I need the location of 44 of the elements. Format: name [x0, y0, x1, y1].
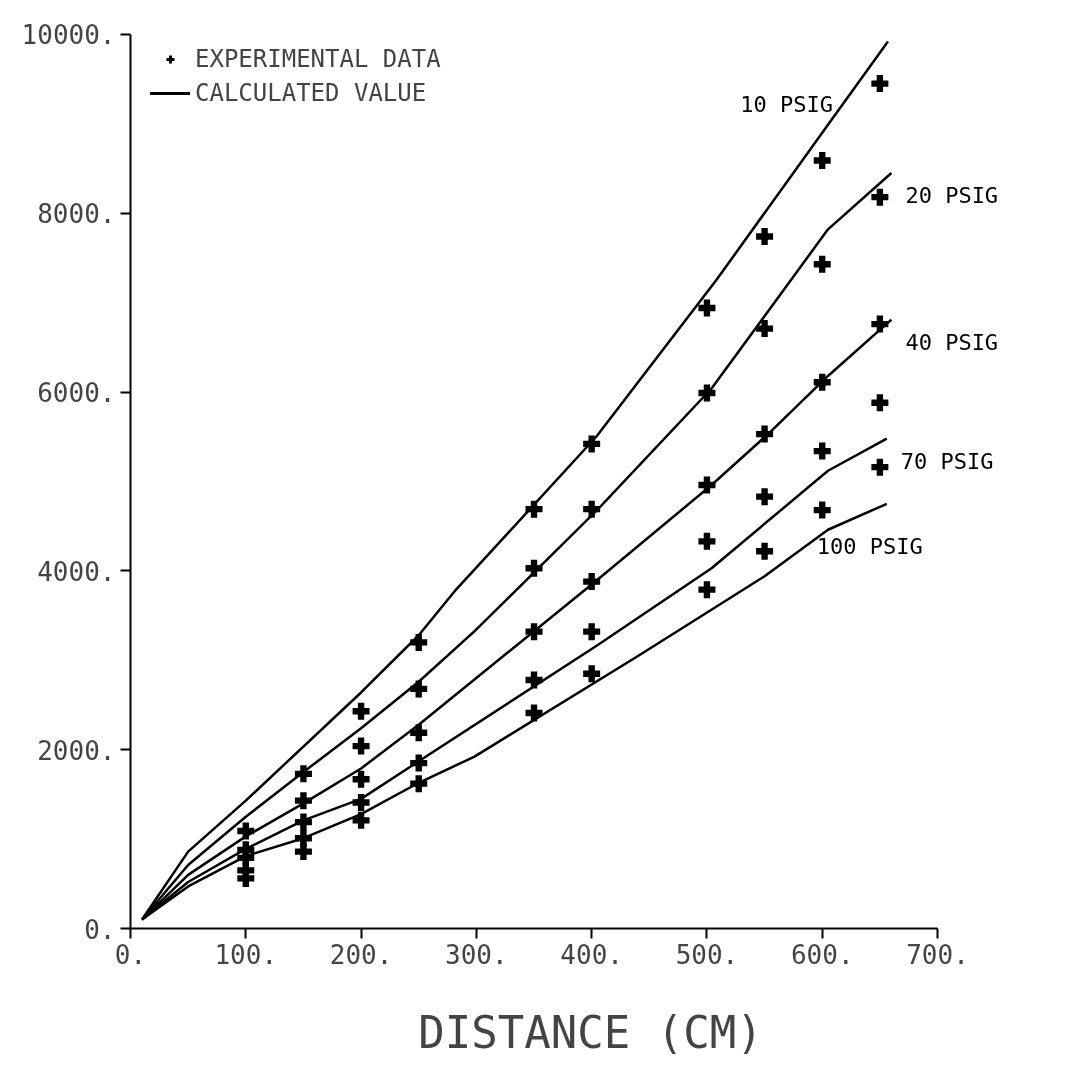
y-tick-label: 8000. [37, 199, 116, 230]
x-tick-label: 200. [329, 939, 393, 970]
point [756, 488, 774, 506]
legend-label: EXPERIMENTAL DATA [195, 45, 441, 73]
series-label: 40 PSIG [905, 329, 999, 355]
y-tick-label: 4000. [37, 556, 116, 587]
point [813, 255, 831, 273]
point [698, 532, 716, 550]
point [813, 152, 831, 169]
point [294, 843, 312, 861]
x-tick-label: 0. [114, 939, 147, 970]
y-tick-label: 2000. [37, 735, 116, 766]
point [352, 770, 370, 788]
point [871, 188, 889, 206]
point [871, 394, 889, 412]
y-tick-label: 10000. [21, 20, 116, 51]
point [352, 811, 370, 829]
y-tick-label: 6000. [37, 378, 116, 409]
x-tick-label: 500. [675, 939, 739, 970]
point [813, 501, 831, 519]
point [698, 299, 716, 317]
point [698, 581, 716, 599]
y-tick-label: 0. [84, 914, 116, 945]
series-label: 100 PSIG [816, 533, 923, 559]
point [352, 737, 370, 755]
point [583, 623, 601, 641]
x-tick-label: 700. [906, 939, 969, 970]
x-tick-label: 300. [445, 939, 508, 970]
point [871, 75, 889, 93]
x-tick-label: 100. [214, 939, 278, 970]
series-label: 10 PSIG [740, 91, 833, 117]
point [583, 665, 601, 683]
point [756, 228, 774, 245]
annotation: CALCULATED VALUE [195, 79, 427, 107]
series-label: 20 PSIG [905, 183, 999, 209]
series-label: 70 PSIG [900, 448, 994, 474]
point [352, 702, 370, 720]
point [756, 542, 774, 560]
x-tick-label: 400. [560, 939, 623, 970]
point [756, 320, 774, 338]
x-axis-title: DISTANCE (CM) [418, 1006, 763, 1058]
point [871, 458, 889, 476]
point [813, 442, 831, 460]
x-tick-label: 600. [790, 939, 854, 970]
